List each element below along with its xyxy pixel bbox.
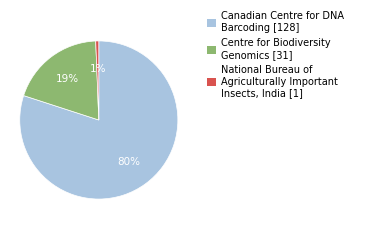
Wedge shape (24, 41, 99, 120)
Text: 80%: 80% (117, 156, 141, 167)
Wedge shape (96, 41, 99, 120)
Text: 19%: 19% (56, 74, 79, 84)
Text: 1%: 1% (90, 64, 106, 74)
Wedge shape (20, 41, 178, 199)
Legend: Canadian Centre for DNA
Barcoding [128], Centre for Biodiversity
Genomics [31], : Canadian Centre for DNA Barcoding [128],… (206, 10, 345, 99)
